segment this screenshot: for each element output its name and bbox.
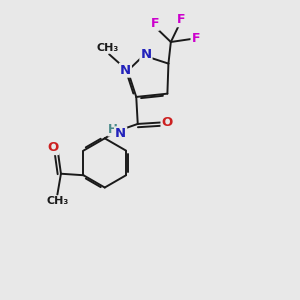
Text: CH₃: CH₃ <box>97 43 119 53</box>
Text: H: H <box>108 122 118 136</box>
Text: O: O <box>161 116 173 129</box>
Text: N: N <box>140 48 152 62</box>
Text: F: F <box>150 17 159 30</box>
Text: O: O <box>47 141 58 154</box>
Text: CH₃: CH₃ <box>46 196 68 206</box>
Text: N: N <box>120 64 131 77</box>
Text: F: F <box>177 13 186 26</box>
Text: F: F <box>191 32 200 46</box>
Text: N: N <box>115 127 126 140</box>
